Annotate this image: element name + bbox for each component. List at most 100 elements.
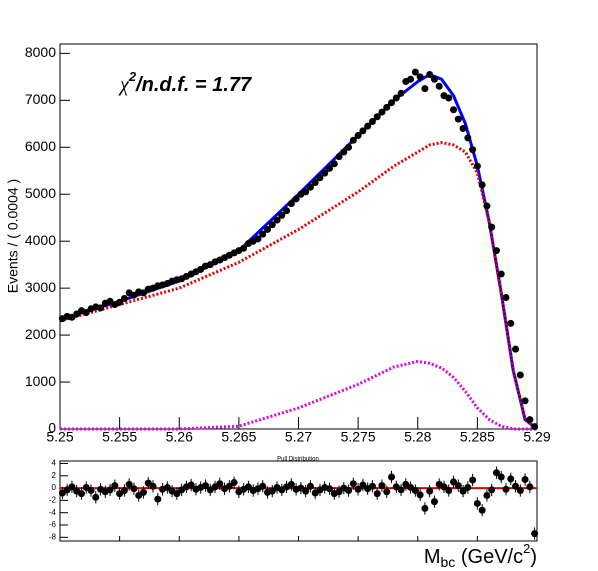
data-point [426,71,434,79]
data-point [368,117,376,125]
data-point [521,397,529,405]
pull-point [478,506,486,514]
data-point [450,106,458,114]
data-point [430,75,438,83]
pull-point [411,487,419,495]
pull-point [454,482,462,490]
data-point [416,73,424,81]
pull-point [349,480,357,488]
pull-point [225,482,233,490]
data-point [268,221,276,229]
y-tick-label: 7000 [25,91,56,107]
data-point [278,211,286,219]
data-point [492,247,500,255]
data-point [335,153,343,161]
pull-point [378,482,386,490]
data-point [263,225,271,233]
pull-point [259,482,267,490]
data-point [435,82,443,90]
data-point [497,270,505,278]
pull-point [440,483,448,491]
data-point [478,181,486,189]
data-point [326,164,334,172]
data-point [378,108,386,116]
data-point [445,94,453,102]
pull-point [106,486,114,494]
data-point [359,127,367,135]
data-point [507,319,515,327]
data-point [531,423,539,431]
y-tick-label: 2000 [25,326,56,342]
pull-point [521,475,529,483]
pull-point [383,488,391,496]
data-point [116,298,124,306]
y-tick-label: 5000 [25,185,56,201]
pull-title: Pull Distribution [277,457,319,463]
data-point [321,169,329,177]
y-axis-label: Events / ( 0.0004 ) [5,179,21,293]
data-point [388,99,396,107]
data-point [502,294,510,302]
pull-point [87,487,95,495]
pull-point [306,482,314,490]
pull-point [149,482,157,490]
data-point [354,132,362,140]
pull-point [244,483,252,491]
data-point [139,289,147,297]
pull-point [163,483,171,491]
y-tick-label: 4 [52,459,57,468]
pull-point [335,488,343,496]
x-label-mid: (GeV/c [455,546,523,568]
y-tick-label: 4000 [25,232,56,248]
data-point [254,235,262,243]
pull-point [526,483,534,491]
x-tick-label: 5.285 [460,429,495,445]
data-point [488,223,496,231]
y-tick-label: -6 [49,520,57,529]
pull-point [469,476,477,484]
x-tick-label: 5.27 [285,429,312,445]
pull-point [421,504,429,512]
data-point [421,85,429,93]
pull-point [302,487,310,495]
data-point [459,125,467,133]
pull-point [345,487,353,495]
pull-point [492,469,500,477]
data-point [97,304,105,312]
annotation-sup: 2 [128,69,137,84]
pull-point [426,487,434,495]
pull-point [445,487,453,495]
data-point [516,371,524,379]
data-point [407,75,415,83]
pull-point [512,482,520,490]
pull-point [154,495,162,503]
x-label-sup: 2 [523,541,530,556]
x-tick-label: 5.26 [166,429,193,445]
data-point [302,188,310,196]
data-point [526,416,534,424]
pull-point [502,485,510,493]
data-point [240,244,248,252]
y-tick-label: 3000 [25,279,56,295]
data-point [340,148,348,156]
pull-point [216,480,224,488]
y-tick-label: -4 [49,508,57,517]
x-axis-label: Mbc (GeV/c2) [424,541,537,569]
data-point [364,122,372,130]
annotation-symbol: χ [118,74,130,96]
pull-point [497,473,505,481]
data-point [287,200,295,208]
data-point [392,94,400,102]
y-tick-label: 6000 [25,138,56,154]
annotation: χ2/n.d.f. = 1.77 [118,69,252,96]
y-tick-label: 1000 [25,373,56,389]
pull-point [450,478,458,486]
pull-point [201,482,209,490]
pull-point [531,530,539,538]
data-point [349,136,357,144]
pull-point [130,485,138,493]
pull-point [388,473,396,481]
pull-point [359,481,367,489]
data-point [411,68,419,76]
fit-curve [60,359,537,431]
